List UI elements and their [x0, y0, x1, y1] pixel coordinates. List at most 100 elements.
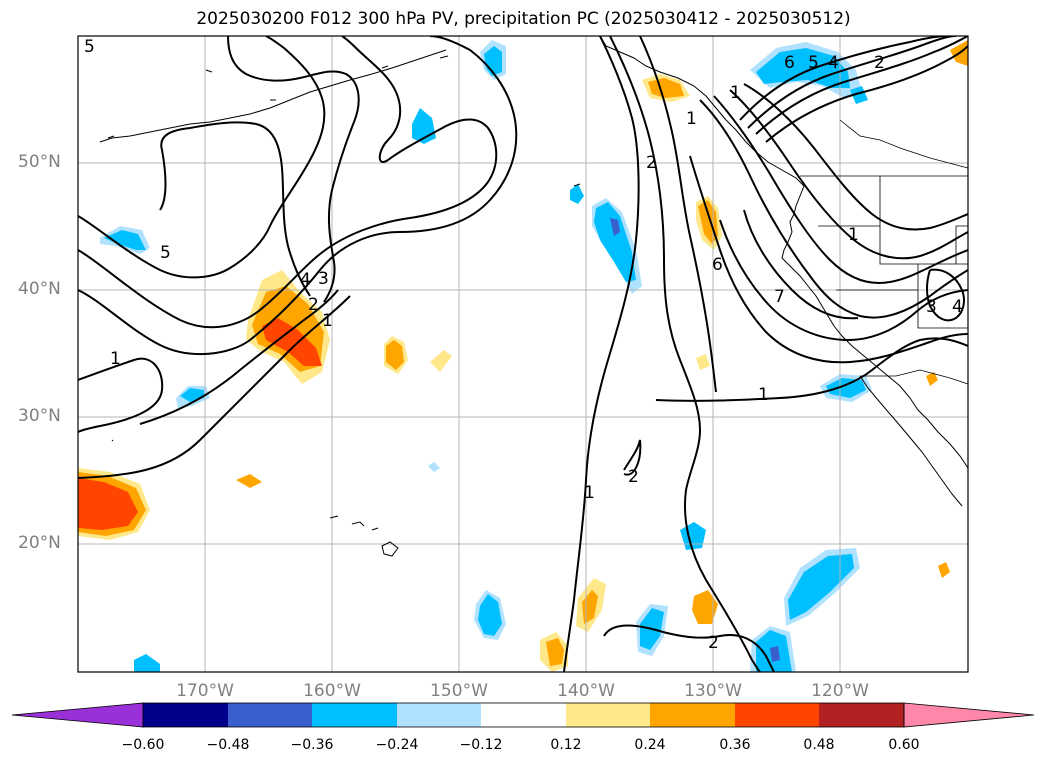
lon-label-170w: 170°W	[176, 681, 234, 701]
lon-label-140w: 140°W	[557, 681, 615, 701]
precip-neg-blob-12	[134, 654, 160, 672]
contour-label: 1	[758, 385, 769, 405]
colorbar-segment	[650, 703, 735, 727]
colorbar-tick-label: −0.48	[206, 737, 250, 753]
contour-pv-east-10	[743, 209, 859, 320]
contour-label: 4	[300, 270, 311, 290]
coast-aleutians	[99, 49, 447, 143]
precip-pos-blob-small-3	[236, 474, 262, 488]
map-plot-area: 5 5 4 3 2 1 1 2 1 2 2 1 6 7 6 5 4 2 1 3 …	[78, 36, 968, 672]
contour-label: 1	[584, 483, 595, 503]
lon-label-160w: 160°W	[303, 681, 361, 701]
contour-label: 2	[308, 295, 319, 315]
contour-1-west	[78, 357, 164, 433]
plot-frame	[77, 35, 969, 673]
lat-label-30n: 30°N	[18, 406, 61, 426]
precip-neg-blob-15	[850, 86, 868, 104]
contour-western-ridge-3	[78, 36, 326, 279]
contour-label: 2	[708, 633, 719, 653]
contour-label: 1	[848, 225, 859, 245]
contour-western-ridge-4	[159, 121, 311, 297]
contour-pv-east-5	[739, 36, 949, 121]
contour-trough-west	[563, 36, 640, 672]
border-states-2	[917, 264, 968, 329]
contour-label: 3	[318, 269, 329, 289]
contour-label: 1	[730, 83, 741, 103]
colorbar-tick-label: 0.60	[888, 737, 920, 753]
precip-pos-blob-west-strong	[78, 478, 138, 530]
contour-southwest-2	[139, 289, 339, 425]
contour-western-ridge-1	[78, 36, 518, 356]
contour-pv-east-12	[926, 268, 965, 322]
precip-pos-blob-small-1-mid	[386, 340, 404, 370]
lon-label-130w: 130°W	[684, 681, 742, 701]
precip-neg-blob-alaska-mid	[756, 48, 850, 88]
colorbar	[11, 702, 1035, 728]
precip-pos-blob-south-3	[692, 590, 718, 624]
contour-pv-east-4	[743, 83, 968, 231]
lat-label-40n: 40°N	[18, 279, 61, 299]
contour-1-east	[655, 337, 968, 402]
colorbar-tick-label: 0.12	[550, 737, 582, 753]
contour-label: 2	[628, 467, 639, 487]
precip-neg-blob-10-mid	[788, 554, 854, 620]
precip-neg-blob-7-mid	[478, 594, 502, 636]
contour-label: 6	[784, 53, 795, 73]
colorbar-segment	[819, 703, 904, 727]
contour-label: 5	[808, 53, 819, 73]
colorbar-segment	[312, 703, 397, 727]
colorbar-segment	[566, 703, 650, 727]
contour-label: 6	[712, 255, 723, 275]
coastlines	[99, 36, 968, 557]
colorbar-frame	[142, 702, 905, 728]
contour-labels: 5 5 4 3 2 1 1 2 1 2 2 1 6 7 6 5 4 2 1 3 …	[84, 37, 963, 653]
contour-label: 1	[322, 311, 333, 331]
contour-pv-east-11	[689, 155, 968, 364]
coast-baja	[859, 375, 963, 507]
colorbar-extend-high	[903, 702, 1035, 728]
contour-trough-inner	[639, 36, 717, 393]
contour-label: 1	[686, 109, 697, 129]
lat-label-50n: 50°N	[18, 152, 61, 172]
precip-neg-blob-11-strong	[770, 646, 780, 662]
precip-negative-fills	[100, 40, 872, 672]
contour-label: 5	[160, 243, 171, 263]
contour-label: 2	[874, 53, 885, 73]
contour-trough-east	[609, 36, 761, 672]
border-canada-provinces	[839, 119, 968, 169]
contour-pv-east-9	[719, 219, 968, 342]
precip-neg-blob-13-mid	[826, 378, 866, 398]
precip-neg-blob-3	[570, 184, 584, 204]
colorbar-tick-label: 0.36	[719, 737, 751, 753]
precip-pos-blob-south-1-mid	[546, 638, 564, 666]
lon-label-120w: 120°W	[811, 681, 869, 701]
border-states-1	[879, 176, 968, 265]
colorbar-extend-low	[11, 702, 144, 728]
colorbar-segment	[735, 703, 819, 727]
precip-neg-blob-14	[428, 462, 440, 472]
pv-contours	[78, 36, 968, 672]
coast-alaska-southcentral	[599, 36, 968, 469]
precip-pos-blob-central-strong	[262, 318, 322, 366]
precip-pos-blob-small-2	[430, 350, 452, 372]
contour-label: 4	[952, 297, 963, 317]
precip-pos-blob-alaska-mid	[648, 78, 684, 98]
colorbar-tick-label: −0.12	[459, 737, 503, 753]
precip-positive-fills	[78, 40, 968, 672]
precip-pos-blob-east-1	[938, 562, 950, 578]
contour-label: 5	[84, 37, 95, 57]
colorbar-tick-label: 0.24	[634, 737, 666, 753]
contour-pv-east-3	[729, 89, 968, 260]
contour-2-small	[623, 439, 642, 476]
colorbar-tick-label: 0.48	[803, 737, 835, 753]
contour-label: 1	[110, 349, 121, 369]
contour-pv-east-7	[755, 36, 968, 135]
contour-label: 2	[646, 153, 657, 173]
contour-label: 4	[828, 53, 839, 73]
contour-2-south	[603, 624, 775, 672]
contour-western-ridge-5	[227, 36, 360, 303]
coast-aleutians-dots	[205, 55, 449, 101]
contour-pv-east-6	[747, 36, 957, 129]
coast-small-islands	[107, 135, 581, 442]
colorbar-segment	[143, 703, 228, 727]
